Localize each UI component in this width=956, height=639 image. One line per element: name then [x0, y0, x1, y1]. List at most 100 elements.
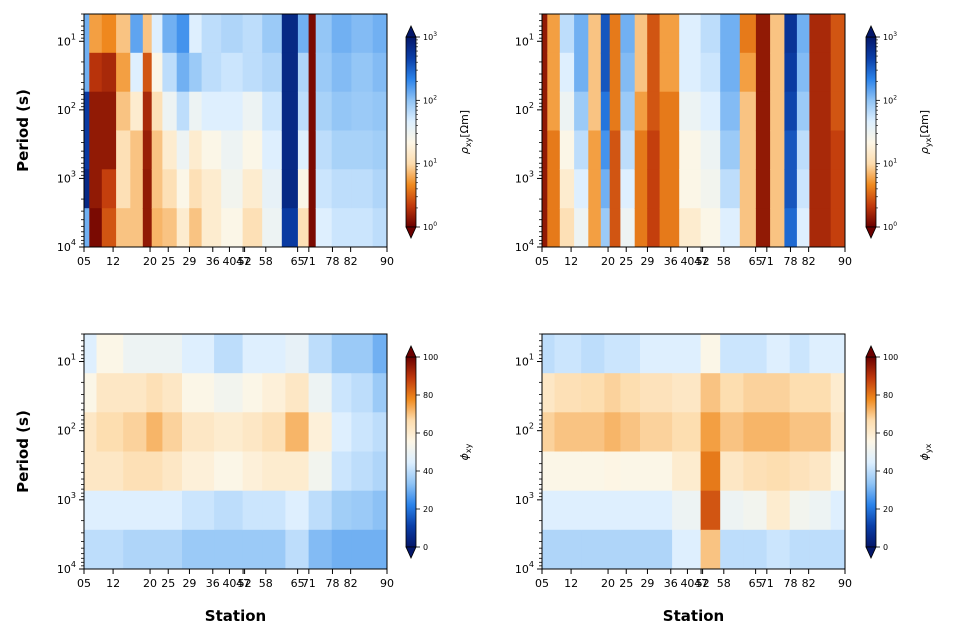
x-tick-label: 71	[302, 577, 316, 590]
heatmap-cell	[784, 208, 798, 247]
heatmap-cell	[262, 130, 283, 170]
heatmap-cell	[634, 208, 648, 247]
heatmap-cell	[372, 490, 387, 531]
heatmap-cell	[672, 451, 702, 492]
heatmap-cell	[679, 14, 702, 54]
heatmap-cell	[679, 130, 702, 170]
heatmap-cell	[609, 130, 621, 170]
heatmap-cell	[640, 373, 673, 413]
heatmap-cell	[634, 14, 648, 54]
x-tick-label: 29	[182, 577, 196, 590]
heatmap-cell	[659, 52, 680, 93]
heatmap-cell	[830, 490, 845, 531]
heatmap-cell	[331, 373, 352, 413]
heatmap-cell	[766, 334, 791, 374]
heatmap-cell	[176, 91, 190, 132]
heatmap-cell	[542, 14, 548, 54]
heatmap-cell	[315, 52, 333, 93]
heatmap-cell	[609, 91, 621, 132]
heatmap-cell	[634, 52, 648, 93]
heatmap-cell	[720, 52, 741, 93]
heatmap-cells	[84, 334, 387, 569]
heatmap-cell	[331, 451, 352, 492]
heatmap-cell	[162, 208, 178, 247]
heatmap-cell	[281, 14, 299, 54]
heatmap-cell	[162, 91, 178, 132]
heatmap-cell	[176, 208, 190, 247]
heatmap-cell	[620, 208, 636, 247]
x-tick-label: 90	[380, 577, 394, 590]
heatmap-cell	[809, 208, 832, 247]
heatmap-cell	[604, 529, 621, 569]
colorbar-tick-label: 102	[883, 94, 897, 105]
heatmap-cell	[647, 14, 661, 54]
heatmap-cell	[315, 130, 333, 170]
heatmap-cell	[640, 334, 673, 374]
heatmap-cell	[739, 130, 757, 170]
colorbar-tick-label: 60	[883, 429, 893, 438]
y-tick-label: 104	[515, 560, 534, 576]
heatmap-cell	[634, 91, 648, 132]
heatmap-cell	[766, 529, 791, 569]
heatmap-cell	[559, 208, 575, 247]
heatmap-cell	[600, 130, 611, 170]
heatmap-cell	[542, 373, 556, 413]
heatmap-cell	[574, 91, 589, 132]
y-tick-label: 104	[515, 238, 534, 254]
colorbar: 0 20 40 60 80 100 ϕxy	[405, 345, 473, 559]
heatmap-cell	[574, 130, 589, 170]
heatmap-cell	[162, 169, 178, 209]
heatmap-cell	[214, 490, 244, 531]
colorbar: 0 20 40 60 80 100 ϕyx	[865, 345, 933, 559]
heatmap-cell	[700, 412, 721, 453]
heatmap-cell	[123, 451, 147, 492]
heatmap-cell	[189, 130, 203, 170]
heatmap-cell	[142, 169, 153, 209]
x-tick-label: 05	[77, 255, 91, 268]
heatmap-cell	[559, 169, 575, 209]
heatmap-cell	[679, 91, 702, 132]
heatmap-cell	[262, 529, 286, 569]
colorbar-extend-bottom	[405, 546, 417, 559]
x-tick-label: 78	[783, 255, 797, 268]
heatmap-cell	[176, 14, 190, 54]
heatmap-cell	[221, 52, 244, 93]
heatmap-cell	[809, 490, 832, 531]
heatmap-cell	[620, 130, 636, 170]
heatmap-cell	[672, 529, 702, 569]
x-tick-label: 25	[161, 255, 175, 268]
heatmap-cell	[89, 91, 103, 132]
heatmap-cell	[214, 334, 244, 374]
heatmap-cell	[830, 334, 845, 374]
heatmap-cell	[96, 451, 124, 492]
heatmap-cell	[588, 14, 602, 54]
heatmap-cell	[559, 91, 575, 132]
y-axis: 101 102 103 104	[515, 13, 542, 254]
heatmap-cells	[542, 334, 845, 569]
heatmap-cell	[770, 52, 785, 93]
heatmap-cell	[789, 451, 810, 492]
x-tick-label: 71	[760, 577, 774, 590]
heatmap-cell	[604, 373, 621, 413]
heatmap-cell	[672, 334, 702, 374]
heatmap-cell	[189, 169, 203, 209]
heatmap-cell	[331, 52, 352, 93]
heatmap-cell	[281, 130, 299, 170]
heatmap-cell	[84, 412, 98, 453]
heatmap-cell	[600, 169, 611, 209]
heatmap-cell	[574, 14, 589, 54]
heatmap-cell	[146, 451, 163, 492]
heatmap-cell	[720, 412, 744, 453]
heatmap-cell	[351, 373, 374, 413]
heatmap-cell	[189, 52, 203, 93]
heatmap-cell	[151, 208, 163, 247]
colorbar-extend-bottom	[405, 226, 417, 239]
heatmap-cell	[720, 91, 741, 132]
heatmap-cell	[176, 52, 190, 93]
heatmap-cell	[720, 208, 741, 247]
heatmap-cell	[720, 490, 744, 531]
heatmap-cell	[372, 529, 387, 569]
heatmap-cell	[182, 529, 215, 569]
heatmap-cell	[308, 412, 333, 453]
x-tick-label: 47	[236, 255, 250, 268]
